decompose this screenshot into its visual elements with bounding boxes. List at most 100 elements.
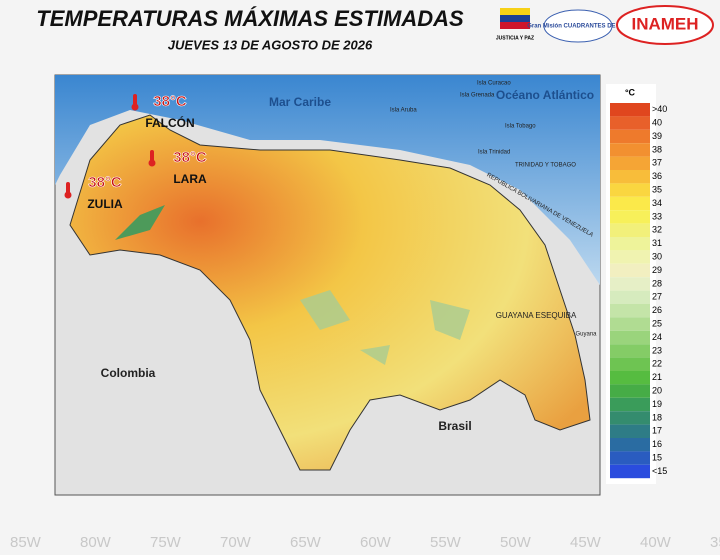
legend-label: 15 [652, 452, 662, 462]
longitude-label: 85W [10, 534, 42, 551]
country-label: Brasil [438, 419, 471, 433]
ocean-label: Océano Atlántico [496, 88, 594, 102]
legend-label: >40 [652, 104, 667, 114]
legend-swatch [610, 304, 650, 318]
longitude-label: 80W [80, 534, 112, 551]
legend-label: 38 [652, 144, 662, 154]
island-label: Isla Aruba [390, 108, 417, 114]
subtitle: JUEVES 13 DE AGOSTO DE 2026 [168, 37, 373, 52]
legend-label: <15 [652, 466, 667, 476]
logo-text: Gran Misión CUADRANTES DE PAZ [527, 24, 629, 30]
legend-swatch [610, 210, 650, 224]
legend-label: 27 [652, 292, 662, 302]
legend-swatch [610, 411, 650, 425]
legend-swatch [610, 143, 650, 157]
legend-swatch [610, 237, 650, 251]
legend-label: 31 [652, 238, 662, 248]
legend-label: 16 [652, 439, 662, 449]
legend-swatch [610, 357, 650, 371]
map: Mar Caribe Océano Atlántico Colombia Bra… [54, 74, 601, 496]
thermometer [150, 150, 154, 162]
legend-swatch [610, 156, 650, 170]
legend-label: 17 [652, 426, 662, 436]
legend-swatch [610, 330, 650, 345]
island-label: Isla Tobago [505, 124, 536, 130]
longitude-label: 60W [360, 534, 392, 551]
legend-unit: °C [625, 87, 636, 97]
country-label: Colombia [101, 366, 156, 380]
legend-swatch [610, 277, 650, 291]
longitude-label: 50W [500, 534, 532, 551]
legend-label: 21 [652, 372, 662, 382]
longitude-label: 35W [710, 534, 720, 551]
legend-swatch [610, 183, 650, 197]
longitude-label: 75W [150, 534, 182, 551]
island-label: Isla Grenada [460, 93, 495, 99]
andes [115, 205, 165, 240]
legend-swatch [610, 424, 650, 438]
country-label: TRINIDAD Y TOBAGO [515, 163, 576, 169]
legend-label: 32 [652, 225, 662, 235]
legend-swatch [610, 371, 650, 385]
legend-label: 23 [652, 345, 662, 355]
legend-label: 25 [652, 318, 662, 328]
thermometer [131, 103, 139, 111]
legend-swatch [610, 438, 650, 452]
annotations: 38°C FALCÓN 38°C LARA 38°C ZULIA [64, 93, 207, 211]
legend-label: 26 [652, 305, 662, 315]
legend-swatch [610, 103, 650, 117]
legend-swatch [610, 464, 650, 479]
ocean-label: Océano Atlántico [496, 88, 594, 102]
longitude-label: 70W [220, 534, 252, 551]
legend-label: 35 [652, 184, 662, 194]
legend-label: 30 [652, 251, 662, 261]
island-label: Isla Trinidad [478, 150, 510, 156]
legend-swatch [610, 116, 650, 130]
legend-swatch [610, 250, 650, 264]
legend-label: 39 [652, 131, 662, 141]
annotation-temp: 38°C [88, 174, 122, 191]
logo [616, 5, 714, 45]
legend-swatch [610, 263, 650, 278]
thermometer [148, 159, 156, 167]
legend-label: 20 [652, 385, 662, 395]
island-label: Isla Curacao [477, 81, 511, 87]
longitudes: 85W 80W 75W 70W 65W 60W 55W 50W 45W 40W 35W [10, 534, 720, 551]
legend-label: 28 [652, 278, 662, 288]
title: TEMPERATURAS MÁXIMAS ESTIMADAS [36, 6, 464, 31]
legend-label: 24 [652, 332, 662, 342]
legend-label: 34 [652, 198, 662, 208]
legend-label: 33 [652, 211, 662, 221]
legend-swatch [610, 170, 650, 184]
legend-swatch [610, 223, 650, 237]
legend-swatch [610, 129, 650, 144]
annotation-state: FALCÓN [145, 115, 194, 130]
longitude-label: 65W [290, 534, 322, 551]
annotation-state: ZULIA [87, 197, 123, 211]
country-label: Guyana [575, 332, 597, 338]
legend-label: 22 [652, 359, 662, 369]
logo [543, 9, 613, 43]
legend-label: 40 [652, 117, 662, 127]
legend-swatch [610, 344, 650, 358]
thermometer [64, 191, 72, 199]
highlands [300, 290, 470, 365]
logo-text: JUSTICIA Y PAZ [496, 35, 534, 41]
legend-label: 18 [652, 412, 662, 422]
logo-text: INAMEH [631, 14, 698, 33]
annotation-state: LARA [173, 172, 207, 186]
thermometer [133, 94, 137, 106]
sea-label: Mar Caribe [269, 95, 331, 109]
legend-label: 36 [652, 171, 662, 181]
legend-label: 29 [652, 265, 662, 275]
longitude-label: 45W [570, 534, 602, 551]
annotation-temp: 38°C [173, 149, 207, 166]
legend-swatch [610, 397, 650, 412]
region-label: GUAYANA ESEQUIBA [496, 311, 577, 320]
thermometer [66, 182, 70, 194]
longitude-label: 55W [430, 534, 462, 551]
annotation-temp: 38°C [153, 93, 187, 110]
legend-label: 19 [652, 399, 662, 409]
longitude-label: 40W [640, 534, 672, 551]
